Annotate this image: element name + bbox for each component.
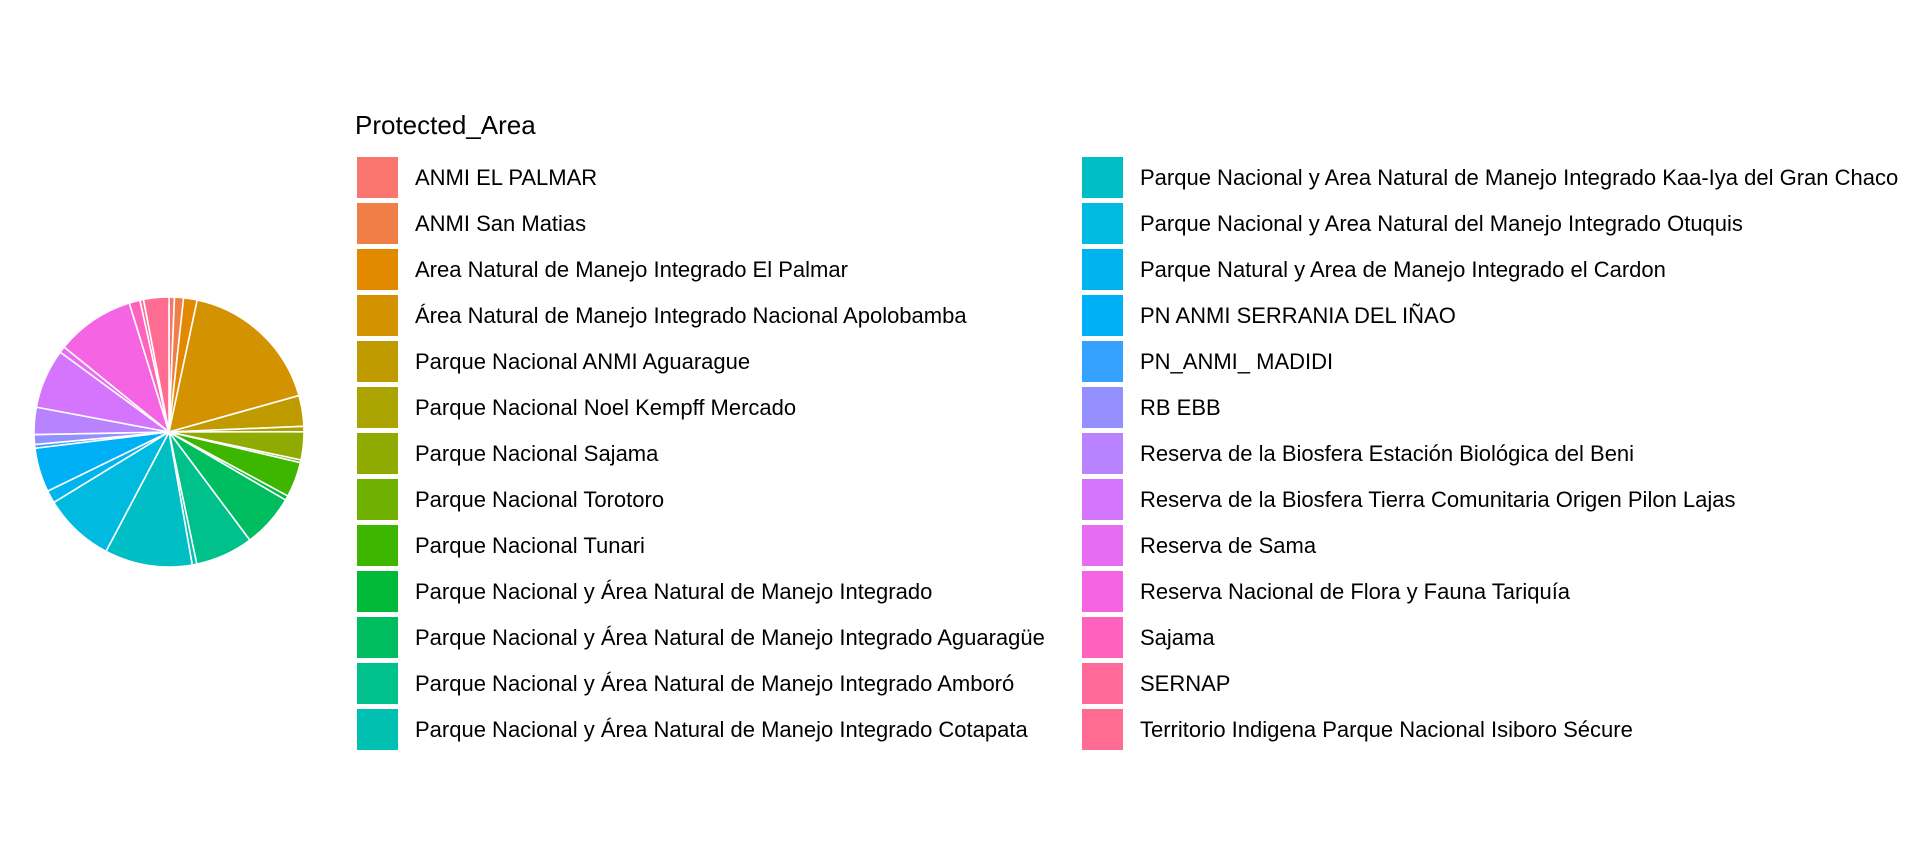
legend-label: Area Natural de Manejo Integrado El Palm…	[415, 257, 848, 282]
legend-swatch	[357, 571, 398, 612]
legend-swatch	[357, 525, 398, 566]
legend-label: Reserva de Sama	[1140, 533, 1317, 558]
pie-slice	[63, 302, 170, 433]
legend-swatch	[357, 341, 398, 382]
legend-swatch	[357, 295, 398, 336]
legend-swatch	[1082, 341, 1123, 382]
pie-chart	[33, 296, 305, 568]
legend-swatch	[357, 617, 398, 658]
pie-slice	[105, 431, 194, 568]
legend-label: Parque Nacional y Area Natural del Manej…	[1140, 211, 1743, 236]
legend-label: ANMI San Matias	[415, 211, 587, 236]
legend-label: Parque Nacional y Área Natural de Manejo…	[415, 671, 1015, 696]
legend-label: ANMI EL PALMAR	[415, 165, 598, 190]
legend-label: PN_ANMI_ MADIDI	[1140, 349, 1334, 374]
legend-label: Parque Natural y Area de Manejo Integrad…	[1140, 257, 1666, 282]
legend-swatch	[1082, 479, 1123, 520]
legend-label: Parque Nacional Sajama	[415, 441, 659, 466]
legend-swatch	[1082, 433, 1123, 474]
legend-label: Parque Nacional y Área Natural de Manejo…	[415, 717, 1028, 742]
legend-swatch	[1082, 249, 1123, 290]
legend-swatch	[1082, 617, 1123, 658]
legend-label: Reserva de la Biosfera Tierra Comunitari…	[1140, 487, 1736, 512]
legend-label: RB EBB	[1140, 395, 1221, 420]
legend-swatch	[1082, 571, 1123, 612]
legend-label: Parque Nacional Noel Kempff Mercado	[415, 395, 797, 420]
legend-swatch	[357, 387, 398, 428]
legend-swatch	[1082, 157, 1123, 198]
legend-label: Área Natural de Manejo Integrado Naciona…	[415, 303, 967, 328]
legend-swatch	[1082, 387, 1123, 428]
legend-label: Sajama	[1140, 625, 1215, 650]
legend-label: Reserva de la Biosfera Estación Biológic…	[1140, 441, 1635, 466]
legend-swatch	[357, 157, 398, 198]
legend-label: Parque Nacional y Area Natural de Manejo…	[1140, 165, 1899, 190]
legend-label: Parque Nacional y Área Natural de Manejo…	[415, 579, 933, 604]
pie-slice	[168, 299, 300, 433]
legend-label: Parque Nacional ANMI Aguarague	[415, 349, 751, 374]
legend-label: Parque Nacional Tunari	[415, 533, 645, 558]
legend-label: Parque Nacional Torotoro	[415, 487, 665, 512]
legend-swatch	[357, 203, 398, 244]
legend-label: Parque Nacional y Área Natural de Manejo…	[415, 625, 1045, 650]
legend-swatch	[1082, 663, 1123, 704]
legend-label: SERNAP	[1140, 671, 1231, 696]
legend-label: PN ANMI SERRANIA DEL IÑAO	[1140, 303, 1456, 328]
legend-swatch	[1082, 203, 1123, 244]
legend-swatch	[357, 709, 398, 750]
legend-title: Protected_Area	[355, 110, 536, 140]
legend-swatch	[1082, 525, 1123, 566]
legend-swatch	[357, 433, 398, 474]
legend-swatch	[357, 663, 398, 704]
pie-slice	[142, 296, 170, 433]
legend-label: Territorio Indigena Parque Nacional Isib…	[1140, 717, 1633, 742]
legend-swatch	[357, 479, 398, 520]
legend-label: Reserva Nacional de Flora y Fauna Tariqu…	[1140, 579, 1571, 604]
legend-swatch	[1082, 295, 1123, 336]
legend-swatch	[357, 249, 398, 290]
pie-slices-group	[33, 296, 305, 568]
legend-swatch	[1082, 709, 1123, 750]
